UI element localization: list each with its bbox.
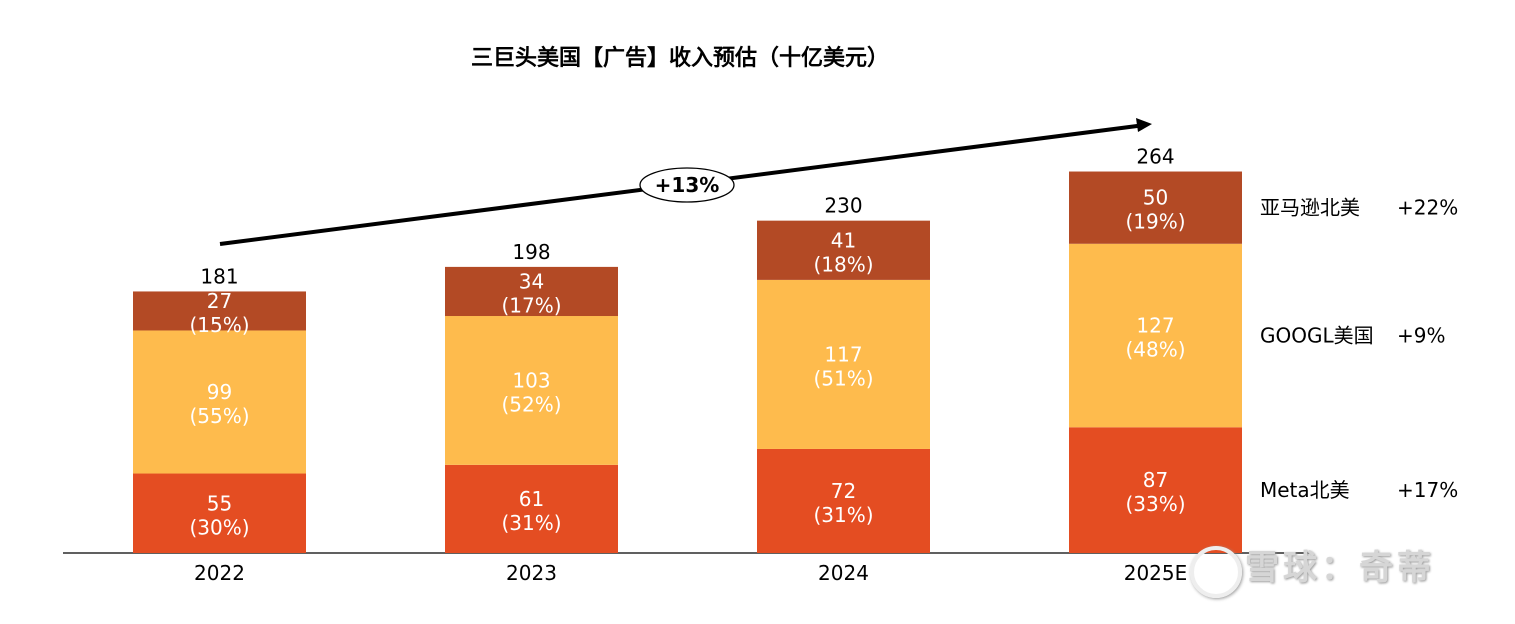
bar-segment-GOOGL美国-2023 (445, 316, 618, 465)
data-label-value: 55 (207, 491, 232, 515)
data-label-percent: (18%) (813, 252, 873, 276)
bar-segment-Meta北美-2024 (757, 448, 930, 553)
bar-segment-亚马逊北美-2023 (445, 266, 618, 317)
bar-segment-亚马逊北美-2025E (1069, 171, 1242, 244)
arrowhead-icon (1136, 118, 1152, 132)
total-label: 181 (200, 264, 238, 288)
bar-segment-Meta北美-2022 (133, 473, 306, 553)
x-tick-label: 2023 (506, 561, 557, 585)
bar-segment-Meta北美-2025E (1069, 427, 1242, 553)
legend-label: 亚马逊北美 (1260, 196, 1360, 220)
x-tick-label: 2024 (818, 561, 869, 585)
total-label: 198 (512, 240, 550, 264)
bar-segment-亚马逊北美-2022 (133, 291, 306, 331)
watermark: 雪球：奇蒂 (1245, 548, 1435, 588)
total-label: 264 (1136, 145, 1174, 169)
data-label-percent: (19%) (1125, 210, 1185, 234)
data-label-percent: (33%) (1125, 492, 1185, 516)
data-label-percent: (15%) (189, 313, 249, 337)
data-label-value: 117 (824, 342, 862, 366)
data-label-value: 103 (512, 368, 550, 392)
data-label-value: 87 (1143, 468, 1168, 492)
legend-label: GOOGL美国 (1260, 324, 1374, 348)
legend-growth: +22% (1397, 196, 1458, 220)
data-label-value: 41 (831, 228, 856, 252)
data-label-percent: (48%) (1125, 338, 1185, 362)
data-label-value: 34 (519, 269, 544, 293)
x-tick-label: 2025E (1124, 561, 1188, 585)
bar-segment-GOOGL美国-2024 (757, 279, 930, 449)
data-label-percent: (31%) (501, 511, 561, 535)
data-label-percent: (31%) (813, 503, 873, 527)
chart-title: 三巨头美国【广告】收入预估（十亿美元） (470, 46, 889, 71)
cagr-bubble (639, 167, 735, 203)
data-label-value: 72 (831, 479, 856, 503)
total-label: 230 (824, 194, 862, 218)
data-label-value: 27 (207, 289, 232, 313)
legend-growth: +9% (1397, 324, 1446, 348)
data-label-percent: (30%) (189, 515, 249, 539)
bar-segment-GOOGL美国-2025E (1069, 243, 1242, 428)
data-label-percent: (17%) (501, 293, 561, 317)
cagr-label: +13% (655, 173, 720, 197)
legend-growth: +17% (1397, 478, 1458, 502)
data-label-value: 50 (1143, 186, 1168, 210)
x-tick-label: 2022 (194, 561, 245, 585)
data-label-value: 99 (207, 380, 232, 404)
data-label-value: 127 (1136, 314, 1174, 338)
data-label-percent: (51%) (813, 366, 873, 390)
data-label-percent: (52%) (501, 392, 561, 416)
data-label-percent: (55%) (189, 404, 249, 428)
bar-segment-Meta北美-2023 (445, 464, 618, 553)
xueqiu-logo-icon (1190, 546, 1242, 598)
data-label-value: 61 (519, 487, 544, 511)
bar-segment-GOOGL美国-2022 (133, 330, 306, 474)
bar-segment-亚马逊北美-2024 (757, 220, 930, 280)
legend-label: Meta北美 (1260, 478, 1350, 502)
